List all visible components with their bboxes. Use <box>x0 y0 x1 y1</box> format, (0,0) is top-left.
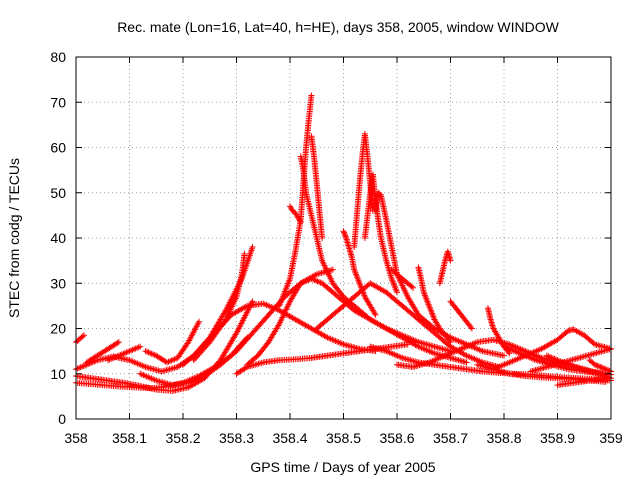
data-point <box>312 272 319 279</box>
chart-title: Rec. mate (Lon=16, Lat=40, h=HE), days 3… <box>117 19 559 35</box>
data-point <box>242 364 249 371</box>
data-point <box>241 250 248 257</box>
data-series <box>142 318 203 366</box>
data-series <box>73 332 88 346</box>
data-point <box>249 298 256 305</box>
x-tick-label: 358.8 <box>486 430 521 446</box>
data-point <box>595 363 602 370</box>
y-tick-label: 10 <box>50 366 66 382</box>
data-point <box>602 375 609 382</box>
data-point <box>322 333 329 340</box>
data-series <box>340 228 379 318</box>
data-point <box>413 342 420 349</box>
y-tick-label: 60 <box>50 140 66 156</box>
data-point <box>410 284 417 291</box>
x-tick-label: 358.4 <box>272 430 307 446</box>
data-point <box>340 228 347 235</box>
x-tick-label: 358.9 <box>540 430 575 446</box>
data-point <box>563 328 570 335</box>
data-series <box>190 250 248 364</box>
data-point <box>501 352 507 359</box>
data-series <box>388 266 417 291</box>
data-series <box>554 375 609 389</box>
data-point <box>81 332 88 339</box>
data-point <box>408 283 415 290</box>
data-point <box>308 92 315 99</box>
data-point <box>342 232 349 239</box>
data-point <box>137 343 144 350</box>
data-series <box>361 171 400 296</box>
data-point <box>594 362 601 369</box>
data-series <box>83 339 122 366</box>
data-point <box>463 359 470 366</box>
data-point <box>462 351 469 358</box>
data-series <box>447 298 475 332</box>
data-point <box>196 318 203 325</box>
data-series <box>484 305 513 357</box>
data-series <box>233 341 411 377</box>
data-point <box>599 365 606 372</box>
x-tick-label: 358.5 <box>326 430 361 446</box>
data-point <box>242 303 249 310</box>
data-point <box>597 363 604 370</box>
x-tick-label: 359 <box>599 430 623 446</box>
data-point <box>394 289 400 296</box>
data-point <box>249 244 256 251</box>
data-series <box>297 153 470 366</box>
axis-ticks: 358 358.1 358.2 358.3 358.4 358.5 358.6 358.7 35… <box>50 49 622 446</box>
data-point <box>114 339 121 346</box>
x-tick-label: 358.2 <box>165 430 200 446</box>
x-axis-label: GPS time / Days of year 2005 <box>250 459 435 475</box>
data-point <box>446 337 453 344</box>
data-point <box>115 339 122 346</box>
data-point <box>606 367 613 374</box>
data-point <box>605 367 612 374</box>
x-tick-label: 358.1 <box>112 430 147 446</box>
y-tick-label: 0 <box>58 411 66 427</box>
y-tick-label: 20 <box>50 321 66 337</box>
data-series <box>415 264 454 346</box>
data-point <box>602 366 609 373</box>
data-point <box>297 219 304 226</box>
data-point <box>184 340 191 347</box>
data-point <box>221 317 228 324</box>
x-tick-label: 358.6 <box>379 430 414 446</box>
data-point <box>601 365 608 372</box>
y-axis-label: STEC from codg / TECUs <box>6 158 22 318</box>
data-series <box>308 133 326 241</box>
y-tick-label: 50 <box>50 185 66 201</box>
data-point <box>79 333 86 340</box>
data-point <box>591 361 598 368</box>
data-point <box>506 350 513 357</box>
data-point <box>467 324 474 331</box>
y-tick-label: 70 <box>50 94 66 110</box>
data-series <box>527 345 614 375</box>
data-point <box>593 362 600 369</box>
data-point <box>603 366 610 373</box>
data-point <box>468 325 475 332</box>
data-points <box>73 92 614 394</box>
data-point <box>341 229 348 236</box>
y-tick-label: 80 <box>50 49 66 65</box>
data-point <box>447 339 454 346</box>
data-point <box>342 233 349 240</box>
x-tick-label: 358.3 <box>219 430 254 446</box>
data-point <box>341 230 348 237</box>
data-series <box>105 343 144 364</box>
y-tick-label: 40 <box>50 230 66 246</box>
x-tick-label: 358 <box>64 430 88 446</box>
data-point <box>447 257 454 264</box>
data-point <box>329 266 336 273</box>
data-series <box>436 248 454 287</box>
data-series <box>287 203 304 226</box>
data-point <box>319 235 326 241</box>
data-series <box>351 130 376 251</box>
x-tick-label: 358.7 <box>433 430 468 446</box>
data-point <box>372 311 379 318</box>
data-point <box>598 364 605 371</box>
data-series <box>586 357 614 375</box>
data-series <box>313 280 502 370</box>
y-tick-label: 30 <box>50 275 66 291</box>
